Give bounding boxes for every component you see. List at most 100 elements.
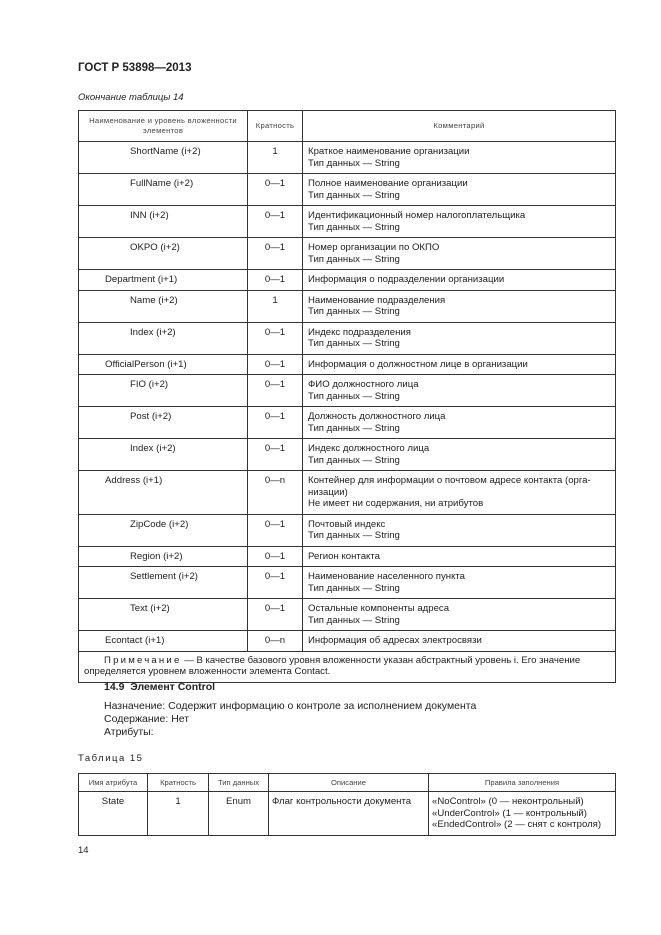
comment-line: Тип данных — String [308, 582, 400, 594]
table-14: Наименование и уровень вложенности элеме… [78, 110, 616, 683]
comment-line: Контейнер для информации о почтовом адре… [308, 475, 591, 486]
section-heading: 14.9 Элемент Control [104, 681, 216, 693]
attr-name: State [78, 791, 148, 836]
attr-mult: 1 [147, 791, 209, 836]
comment-line: Наименование населенного пункта [308, 571, 465, 582]
rule-line: «UnderControl» (1 — контрольный) [432, 807, 587, 819]
multiplicity: 0—n [247, 630, 303, 652]
rule-line: «NoControl» (0 — неконтрольный) [432, 796, 584, 807]
comment-line: Тип данных — String [308, 157, 400, 169]
table-row: FullName (i+2) 0—1 Полное наименование орг… [78, 173, 616, 206]
comment-line: Тип данных — String [308, 221, 400, 233]
comment-line: Наименование подразделения [308, 294, 446, 306]
multiplicity: 0—1 [247, 173, 303, 206]
comment: Информация об адресах электросвязи [302, 630, 616, 652]
element-name: OfficialPerson (i+1) [78, 353, 248, 375]
multiplicity: 0—1 [247, 321, 303, 355]
table-row: Address (i+1) 0—n Контейнер для информации… [78, 470, 616, 515]
comment: Регион контакта [302, 545, 616, 567]
document-title: ГОСТ Р 53898—2013 [78, 62, 192, 74]
attr-rules: «NoControl» (0 — неконтрольный) «UnderCo… [428, 791, 616, 836]
element-name: ZipCode (i+2) [78, 513, 248, 547]
comment-line: Должность должностного лица [308, 411, 446, 422]
table-header-row: Имя атрибута Кратность Тип данных Описан… [78, 773, 616, 792]
comment-line: Индекс подразделения [308, 326, 411, 338]
column-header: Кратность [147, 773, 209, 792]
element-name: Econtact (i+1) [78, 630, 248, 652]
multiplicity: 0—1 [247, 269, 303, 291]
comment-line: Информация о должностном лице в организа… [308, 358, 528, 370]
comment: Контейнер для информации о почтовом адре… [302, 470, 616, 515]
comment-line: Тип данных — String [308, 338, 400, 349]
element-name: Index (i+2) [78, 321, 248, 355]
element-name: Department (i+1) [78, 269, 248, 291]
page-number: 14 [78, 845, 89, 856]
table-row: Region (i+2) 0—1 Регион контакта [78, 545, 616, 567]
comment: Полное наименование организации Тип данны… [302, 173, 616, 206]
table-row: Department (i+1) 0—1 Информация о подразде… [78, 269, 616, 291]
element-name: OKPO (i+2) [78, 237, 248, 270]
multiplicity: 0—1 [247, 513, 303, 547]
element-name: FullName (i+2) [78, 173, 248, 206]
column-header: Комментарий [302, 110, 616, 142]
comment-line: Тип данных — String [308, 530, 400, 541]
comment: Почтовый индекс Тип данных — String [302, 513, 616, 547]
comment: Информация о должностном лице в организа… [302, 353, 616, 375]
table-14-caption: Окончание таблицы 14 [78, 92, 184, 103]
table-row: INN (i+2) 0—1 Идентификационный номер нало… [78, 205, 616, 238]
content-text: Содержание: Нет [104, 713, 190, 725]
element-name: Region (i+2) [78, 545, 248, 567]
column-header: Имя атрибута [78, 773, 148, 792]
element-name: Index (i+2) [78, 438, 248, 471]
comment: Индекс подразделения Тип данных — String [302, 321, 616, 355]
comment-line: Индекс должностного лица [308, 443, 430, 454]
table-row: Econtact (i+1) 0—n Информация об адресах э… [78, 630, 616, 652]
attr-type: Enum [208, 791, 269, 836]
rule-line: «EndedControl» (2 — снят с контроля) [432, 819, 602, 830]
comment-line: Полное наименование организации [308, 178, 468, 189]
multiplicity: 0—1 [247, 353, 303, 375]
comment-line: Номер организации по ОКПО [308, 242, 440, 253]
table-row: OKPO (i+2) 0—1 Номер организации по ОКПО Ти… [78, 237, 616, 270]
multiplicity: 1 [247, 289, 303, 323]
table-header-row: Наименование и уровень вложенности элеме… [78, 110, 616, 142]
column-header: Тип данных [208, 773, 269, 792]
multiplicity: 0—1 [247, 374, 303, 407]
comment-line: низации) [308, 486, 348, 498]
comment-line: Остальные компоненты адреса [308, 603, 450, 614]
table-row: Settlement (i+2) 0—1 Наименование населенн… [78, 566, 616, 599]
note-label: Примечание [104, 654, 182, 666]
column-header: Описание [268, 773, 429, 792]
column-header: Правила заполнения [428, 773, 616, 792]
multiplicity: 0—1 [247, 237, 303, 270]
comment: Краткое наименование организации Тип данн… [302, 141, 616, 174]
element-name: INN (i+2) [78, 205, 248, 238]
table-row: Text (i+2) 0—1 Остальные компоненты адреса… [78, 598, 616, 631]
table-row: Index (i+2) 0—1 Индекс должностного лица Ти… [78, 438, 616, 471]
attr-desc: Флаг контрольности документа [268, 791, 429, 836]
comment: Остальные компоненты адреса Тип данных — … [302, 598, 616, 631]
table-note-row: Примечание — В качестве базового уровня … [78, 650, 616, 683]
attributes-text: Атрибуты: [104, 726, 154, 738]
comment-line: Тип данных — String [308, 306, 400, 317]
table-row: OfficialPerson (i+1) 0—1 Информация о долж… [78, 353, 616, 375]
table-row: Index (i+2) 0—1 Индекс подразделения Тип да… [78, 321, 616, 355]
multiplicity: 0—1 [247, 566, 303, 599]
element-name: ShortName (i+2) [78, 141, 248, 174]
comment: Наименование подразделения Тип данных — S… [302, 289, 616, 323]
comment-line: Тип данных — String [308, 253, 400, 265]
comment: Идентификационный номер налогоплательщик… [302, 205, 616, 238]
multiplicity: 0—1 [247, 205, 303, 238]
multiplicity: 0—1 [247, 438, 303, 471]
comment-line: Информация о подразделении организации [308, 274, 505, 285]
element-name: Settlement (i+2) [78, 566, 248, 599]
comment-line: Тип данных — String [308, 422, 400, 434]
comment-line: Идентификационный номер налогоплательщик… [308, 210, 526, 221]
element-name: Text (i+2) [78, 598, 248, 631]
comment-line: ФИО должностного лица [308, 379, 419, 390]
comment: Наименование населенного пункта Тип данны… [302, 566, 616, 599]
comment: Номер организации по ОКПО Тип данных — St… [302, 237, 616, 270]
comment-line: Тип данных — String [308, 189, 400, 201]
table-row: State 1 Enum Флаг контрольности документ… [78, 791, 616, 836]
multiplicity: 0—1 [247, 598, 303, 631]
